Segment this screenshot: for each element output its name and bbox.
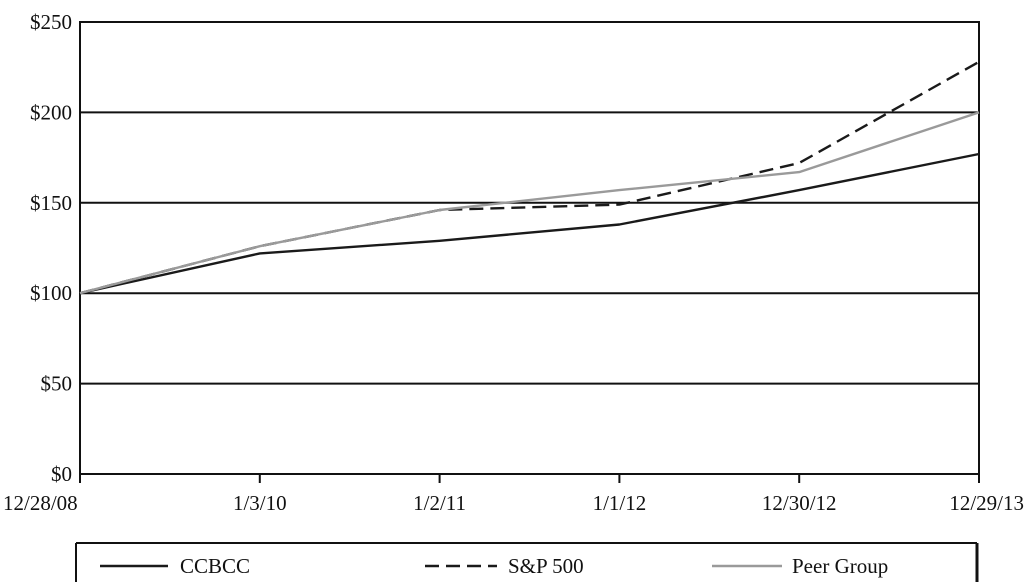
series-lines [79,60,980,295]
legend-label: Peer Group [792,554,888,578]
y-tick-label: $150 [30,191,72,215]
x-tick-label: 12/28/08 [3,491,78,515]
y-tick-label: $0 [51,462,72,486]
legend-label: S&P 500 [508,554,584,578]
x-tick-label: 12/29/13 [949,491,1024,515]
y-tick-label: $200 [30,100,72,124]
x-tick-label: 1/3/10 [233,491,287,515]
legend-label: CCBCC [180,554,250,578]
x-tick-label: 12/30/12 [762,491,837,515]
series-line-peer-group [79,111,980,295]
x-tick-label: 1/1/12 [593,491,647,515]
x-tick-label: 1/2/11 [413,491,466,515]
gridlines [80,21,979,385]
y-tick-label: $100 [30,281,72,305]
x-tick-labels: 12/28/08 1/3/10 1/2/11 1/1/12 12/30/12 12/29/… [3,491,1024,515]
y-tick-label: $50 [41,372,73,396]
y-tick-label: $250 [30,10,72,34]
legend: CCBCC S&P 500 Peer Group [75,542,979,582]
y-tick-labels: $0 $50 $100 $150 $200 $250 [30,10,72,486]
series-line-ccbcc [79,152,980,295]
axes [79,21,980,483]
